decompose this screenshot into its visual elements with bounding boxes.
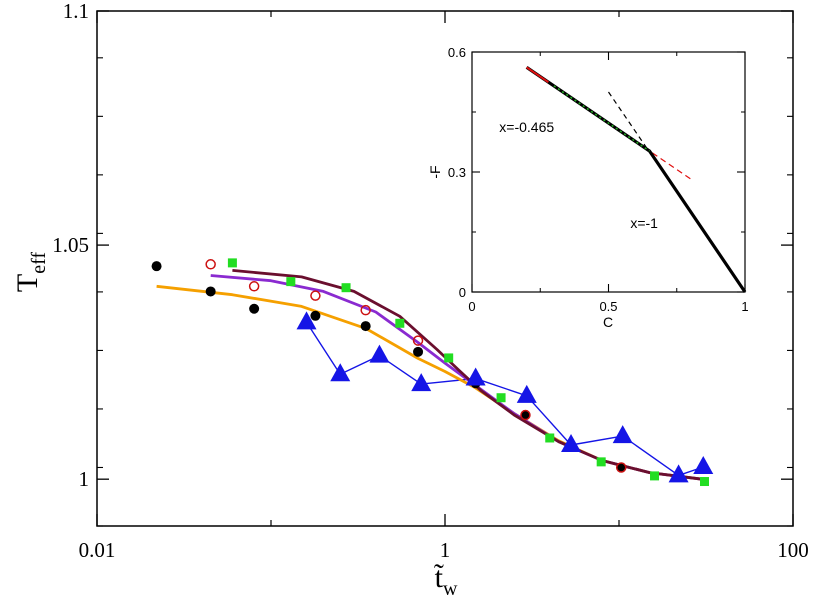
data-point-triangle xyxy=(411,373,432,392)
y-axis-title-main: T xyxy=(11,274,44,292)
data-point-square xyxy=(699,477,709,487)
data-point-filled-circle xyxy=(520,410,531,421)
data-point-triangle xyxy=(369,344,390,363)
data-point-filled-circle xyxy=(249,303,260,314)
data-point-open-circle xyxy=(412,335,424,346)
data-point-triangle xyxy=(668,464,689,483)
data-point-triangle xyxy=(612,425,633,444)
data-point-filled-circle xyxy=(360,321,371,332)
data-point-open-circle xyxy=(520,409,531,421)
inset-background xyxy=(472,52,745,292)
data-point-triangle xyxy=(693,456,714,475)
inset-y-tick-label: 0 xyxy=(459,285,466,300)
series-line-3 xyxy=(305,321,704,477)
inset-plot: 0 0.5 1 0 0.3 0.6 x=-0.465 x=-1 C -F xyxy=(427,45,749,330)
x-axis-title-sub: w xyxy=(443,578,458,600)
data-point-square xyxy=(596,457,606,467)
data-point-square xyxy=(395,318,405,328)
inset-x-axis-title: C xyxy=(603,314,613,330)
inset-annotations: x=-0.465 x=-1 xyxy=(499,119,658,231)
data-point-square xyxy=(545,433,555,443)
data-point-triangle xyxy=(561,434,582,453)
data-point-filled-circle xyxy=(151,261,162,272)
y-tick-label: 1.05 xyxy=(52,233,89,257)
y-axis-title: Teff xyxy=(11,252,50,293)
y-axis-title-sub: eff xyxy=(28,252,50,274)
x-axis-title: t̃w xyxy=(434,561,458,600)
inset-series-dotted-green xyxy=(553,85,650,152)
data-point-filled-circle xyxy=(616,462,627,473)
series-line-6 xyxy=(232,269,703,481)
inset-series-solid-red xyxy=(526,66,549,84)
data-point-square xyxy=(496,393,506,403)
data-point-open-circle xyxy=(360,304,371,316)
x-tick-label: 100 xyxy=(777,538,809,562)
data-point-triangle xyxy=(296,311,317,330)
data-point-filled-circle xyxy=(310,310,321,321)
y-tick-label: 1.1 xyxy=(63,0,89,23)
x-tick-label: 1 xyxy=(440,538,451,562)
data-point-square xyxy=(650,471,660,481)
data-point-square xyxy=(227,258,237,268)
data-point-triangle xyxy=(516,384,537,403)
inset-y-axis-title: -F xyxy=(427,165,443,178)
data-point-open-circle xyxy=(615,462,627,473)
inset-y-tick-label: 0.6 xyxy=(448,45,466,60)
data-point-open-circle xyxy=(310,290,321,301)
data-point-open-circle xyxy=(248,281,260,292)
data-point-triangle xyxy=(465,367,486,386)
x-tick-label: 0.01 xyxy=(79,538,116,562)
data-point-filled-circle xyxy=(205,286,216,297)
inset-x-tick-label: 0.5 xyxy=(599,299,617,314)
data-point-open-circle xyxy=(205,259,216,270)
main-series xyxy=(151,258,714,487)
inset-series xyxy=(525,65,747,293)
data-point-square xyxy=(286,277,296,287)
data-point-triangle xyxy=(330,363,351,382)
data-point-square xyxy=(444,353,454,363)
inset-ticks: 0 0.5 1 0 0.3 0.6 xyxy=(448,45,749,314)
data-point-square xyxy=(341,283,351,293)
inset-annotation: x=-0.465 xyxy=(499,119,554,135)
inset-annotation: x=-1 xyxy=(630,215,658,231)
inset-x-tick-label: 1 xyxy=(741,299,748,314)
y-tick-label: 1 xyxy=(79,467,90,491)
data-point-filled-circle xyxy=(413,346,424,357)
inset-y-tick-label: 0.3 xyxy=(448,165,466,180)
x-axis-title-main: t̃ xyxy=(434,561,444,594)
inset-x-tick-label: 0 xyxy=(468,299,475,314)
